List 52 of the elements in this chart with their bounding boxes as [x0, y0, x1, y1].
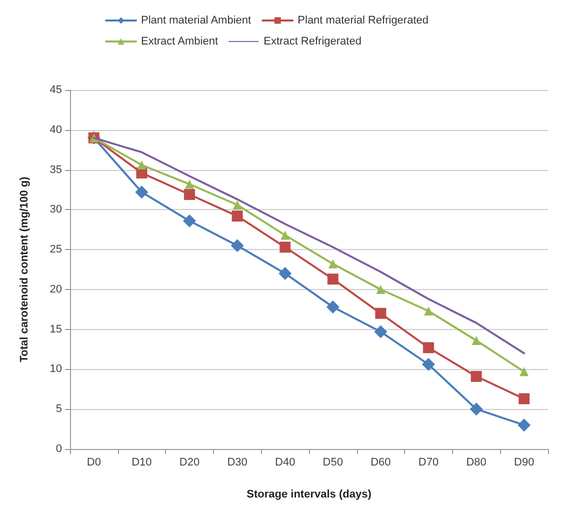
- point: [184, 189, 195, 200]
- y-tick-label: 10: [50, 363, 62, 376]
- legend-label: Extract Refrigerated: [264, 36, 362, 48]
- x-tick-label: D70: [418, 456, 439, 468]
- point: [230, 239, 244, 252]
- y-tick-label: 15: [50, 323, 62, 336]
- point: [185, 180, 194, 189]
- point: [135, 186, 148, 199]
- point: [328, 259, 338, 268]
- x-tick-label: D40: [275, 456, 296, 468]
- point: [278, 266, 292, 280]
- x-tick-label: D60: [370, 456, 391, 468]
- x-tick-label: D10: [132, 456, 152, 468]
- y-tick-label: 45: [50, 84, 62, 96]
- y-tick-label: 40: [50, 124, 62, 136]
- point: [375, 308, 386, 319]
- point: [423, 342, 434, 354]
- y-tick-label: 20: [50, 283, 62, 296]
- x-tick-label: D0: [86, 456, 101, 468]
- y-tick-label: 35: [50, 164, 62, 176]
- point: [280, 242, 291, 253]
- point: [326, 300, 340, 314]
- x-axis-title: Storage intervals (days): [246, 488, 372, 500]
- point: [183, 214, 196, 228]
- point: [422, 358, 435, 371]
- point: [137, 160, 146, 170]
- point: [470, 402, 483, 416]
- x-tick-label: D50: [322, 456, 343, 468]
- point: [280, 230, 290, 240]
- legend-label: Extract Ambient: [141, 36, 218, 48]
- point: [424, 306, 433, 316]
- point: [376, 284, 386, 294]
- x-tick-label: D20: [179, 456, 200, 468]
- y-tick-label: 25: [50, 244, 62, 256]
- point: [472, 336, 481, 345]
- y-tick-label: 0: [56, 443, 62, 455]
- point: [232, 200, 242, 210]
- y-tick-label: 5: [56, 403, 62, 416]
- point: [518, 418, 531, 432]
- y-tick-label: 30: [50, 204, 62, 216]
- point: [327, 274, 338, 285]
- point: [520, 367, 529, 376]
- point: [232, 210, 243, 222]
- point: [470, 370, 482, 382]
- legend-label: Plant material Ambient: [141, 14, 252, 26]
- x-tick-label: D30: [227, 456, 248, 468]
- point: [518, 393, 530, 404]
- point: [374, 325, 388, 338]
- y-axis-title: Total carotenoid content (mg/100 g): [18, 176, 30, 362]
- x-tick-label: D80: [466, 456, 486, 468]
- legend-label: Plant material Refrigerated: [298, 14, 429, 26]
- x-tick-label: D90: [514, 456, 534, 468]
